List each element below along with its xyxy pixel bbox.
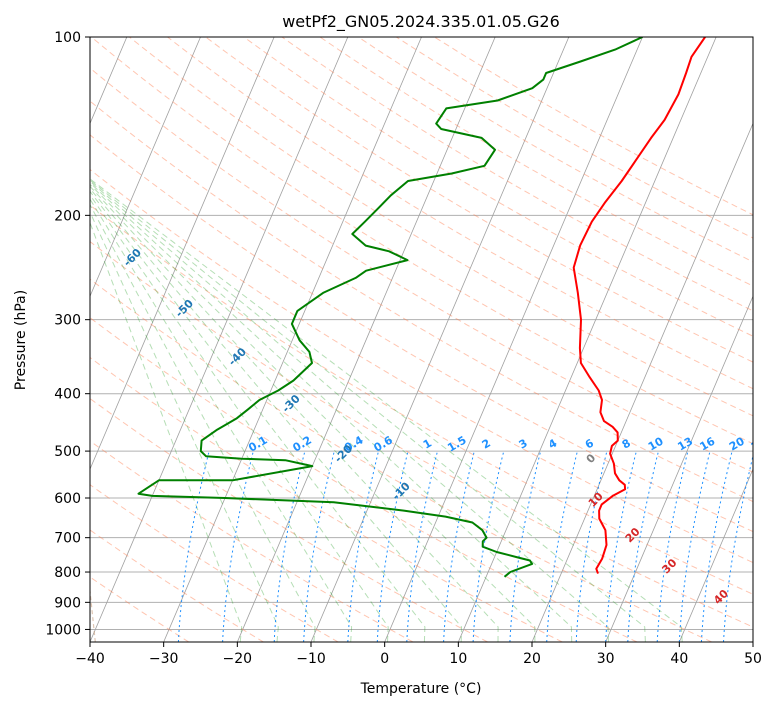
- mixing-ratio-line: [222, 450, 254, 642]
- x-tick-label: −10: [296, 651, 326, 667]
- chart-title: wetPf2_GN05.2024.335.01.05.G26: [282, 12, 560, 32]
- mixing-ratio-line: [700, 450, 733, 642]
- dry-adiabat-line: [90, 204, 753, 595]
- mixing-ratio-line: [303, 450, 335, 642]
- isotherm-line: [605, 295, 753, 642]
- mixing-ratio-line: [443, 450, 475, 642]
- dry-adiabat-line: [90, 484, 339, 642]
- dry-adiabat-line: [90, 168, 753, 564]
- plot-frame: [89, 36, 754, 643]
- mixing-ratio-line: [605, 450, 637, 642]
- y-tick-label: 800: [54, 565, 81, 581]
- dry-adiabat-line: [90, 67, 753, 473]
- mixing-ratio-line: [546, 450, 578, 642]
- isotherm-line: [531, 122, 753, 642]
- x-tick-label: 40: [670, 651, 688, 667]
- y-tick-label: 400: [54, 387, 81, 403]
- mixing-ratio-line: [509, 450, 542, 642]
- mixing-ratio-line: [347, 450, 379, 642]
- y-tick-label: 900: [54, 595, 81, 611]
- dry-adiabat-line: [167, 37, 753, 390]
- dry-adiabat-line: [90, 240, 753, 628]
- y-tick-label: 600: [54, 491, 81, 507]
- moist-adiabat-line: [90, 198, 353, 642]
- isotherm-line: [236, 37, 496, 642]
- y-tick-label: 1000: [45, 622, 81, 638]
- x-tick-label: −30: [149, 651, 179, 667]
- x-tick-label: −40: [75, 651, 105, 667]
- isotherm-line: [384, 37, 643, 642]
- y-tick-label: 500: [54, 444, 81, 460]
- y-tick-label: 100: [54, 30, 81, 46]
- moist-adiabat-line: [90, 178, 683, 642]
- mixing-ratio-line: [273, 450, 306, 642]
- temperature-profile-line: [572, 37, 706, 574]
- moist-adiabat-line: [90, 194, 389, 642]
- mixing-ratio-line: [627, 450, 659, 642]
- mixing-ratio-label: 25: [749, 435, 769, 454]
- y-axis-label: Pressure (hPa): [13, 290, 29, 390]
- y-tick-label: 700: [54, 531, 81, 547]
- isotherm-line: [163, 37, 422, 642]
- x-tick-label: 10: [449, 651, 467, 667]
- isotherm-line: [90, 37, 275, 471]
- moist-adiabat-line: [90, 221, 243, 642]
- moist-adiabat-line: [90, 180, 609, 642]
- mixing-ratio-line: [575, 450, 608, 642]
- moist-adiabat-line: [90, 187, 463, 642]
- isotherm-line: [678, 468, 753, 642]
- dry-adiabat-line: [90, 100, 753, 503]
- dewpoint-profile-line: [137, 37, 643, 578]
- isotherm-line: [90, 37, 201, 298]
- x-tick-label: 30: [597, 651, 615, 667]
- y-tick-label: 200: [54, 208, 81, 224]
- dry-adiabat-line: [90, 356, 563, 642]
- mixing-ratio-line: [376, 450, 409, 642]
- series-layer: [137, 37, 706, 578]
- y-tick-label: 300: [54, 313, 81, 329]
- moist-adiabat-line: [90, 203, 316, 642]
- x-tick-label: −20: [223, 651, 253, 667]
- mixing-ratio-line: [406, 450, 438, 642]
- mixing-ratio-line: [723, 453, 753, 642]
- moist-adiabat-line: [90, 210, 279, 642]
- moist-adiabat-line: [90, 183, 536, 642]
- moist-adiabat-line: [90, 182, 573, 642]
- dry-adiabat-line: [281, 37, 753, 312]
- mixing-ratio-line: [678, 450, 711, 642]
- dry-adiabat-line: [90, 134, 753, 533]
- dry-adiabat-line: [205, 37, 753, 363]
- x-tick-label: 20: [523, 651, 541, 667]
- mixing-ratio-line: [656, 450, 689, 642]
- axes-layer: −40 −30 −20 −10 0 10 20 30 40 50 1000 900 800 700 600 5…: [45, 30, 762, 667]
- dry-adiabat-line: [243, 37, 753, 337]
- dry-adiabat-line: [90, 440, 414, 642]
- dry-adiabat-line: [90, 317, 638, 642]
- x-tick-label: 50: [744, 651, 762, 667]
- isotherm-line: [310, 37, 570, 642]
- isotherm-line: [90, 37, 349, 642]
- x-tick-label: 0: [380, 651, 389, 667]
- moist-adiabat-line: [90, 179, 646, 642]
- dry-adiabat-line: [129, 37, 753, 417]
- mixing-ratio-line: [177, 450, 210, 642]
- x-axis-label: Temperature (°C): [360, 681, 482, 697]
- dry-adiabat-line: [90, 37, 753, 445]
- isotherm-line: [457, 37, 717, 642]
